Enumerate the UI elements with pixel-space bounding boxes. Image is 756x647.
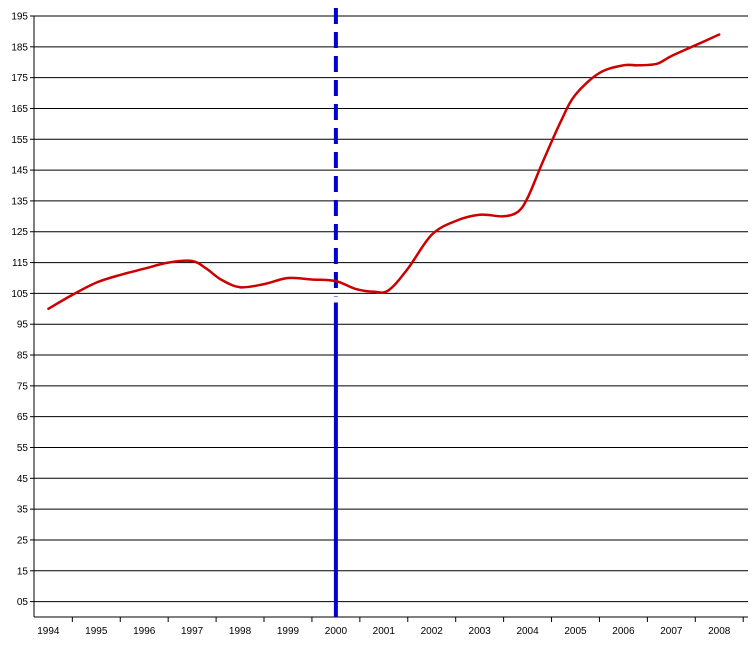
y-tick-label: 155 [11,135,28,146]
y-tick-label: 175 [11,73,28,84]
y-tick-label: 95 [17,320,29,331]
y-tick-label: 65 [17,412,29,423]
x-tick-label: 2008 [708,626,731,637]
y-tick-label: 195 [11,12,28,23]
y-tick-label: 145 [11,166,28,177]
x-tick-label: 1996 [133,626,156,637]
x-tick-label: 2007 [660,626,683,637]
gridlines [34,15,748,603]
y-tick-label: 135 [11,196,28,207]
x-tick-label: 2004 [516,626,539,637]
x-tick-label: 1995 [85,626,108,637]
y-tick-label: 185 [11,42,28,53]
y-tick-label: 165 [11,104,28,115]
y-axis-ticks: 05 15 25 35 45 55 65 75 85 95 105 115 125 135 145 155 16… [11,12,34,608]
y-tick-label: 05 [17,597,29,608]
x-tick-label: 2003 [469,626,492,637]
x-tick-label: 1994 [37,626,60,637]
x-tick-label: 2005 [564,626,587,637]
y-tick-label: 45 [17,474,29,485]
y-tick-label: 105 [11,289,28,300]
y-tick-label: 35 [17,505,29,516]
y-tick-label: 15 [17,566,29,577]
data-series [47,33,721,311]
x-tick-label: 1997 [181,626,204,637]
x-tick-label: 1998 [229,626,252,637]
x-tick-label: 2006 [612,626,635,637]
x-tick-label: 2001 [373,626,396,637]
axes [33,16,748,618]
x-tick-label: 2000 [325,626,348,637]
y-tick-label: 115 [12,258,28,269]
y-tick-label: 25 [17,535,29,546]
y-tick-label: 75 [17,381,29,392]
x-axis-ticks: 1994 1995 1996 1997 1998 1999 2000 2001 2002 2003… [37,617,744,637]
y-tick-label: 85 [17,351,29,362]
x-tick-label: 2002 [421,626,444,637]
y-tick-label: 55 [17,443,29,454]
x-tick-label: 1999 [277,626,300,637]
series-line [47,33,721,311]
y-tick-label: 125 [11,227,28,238]
